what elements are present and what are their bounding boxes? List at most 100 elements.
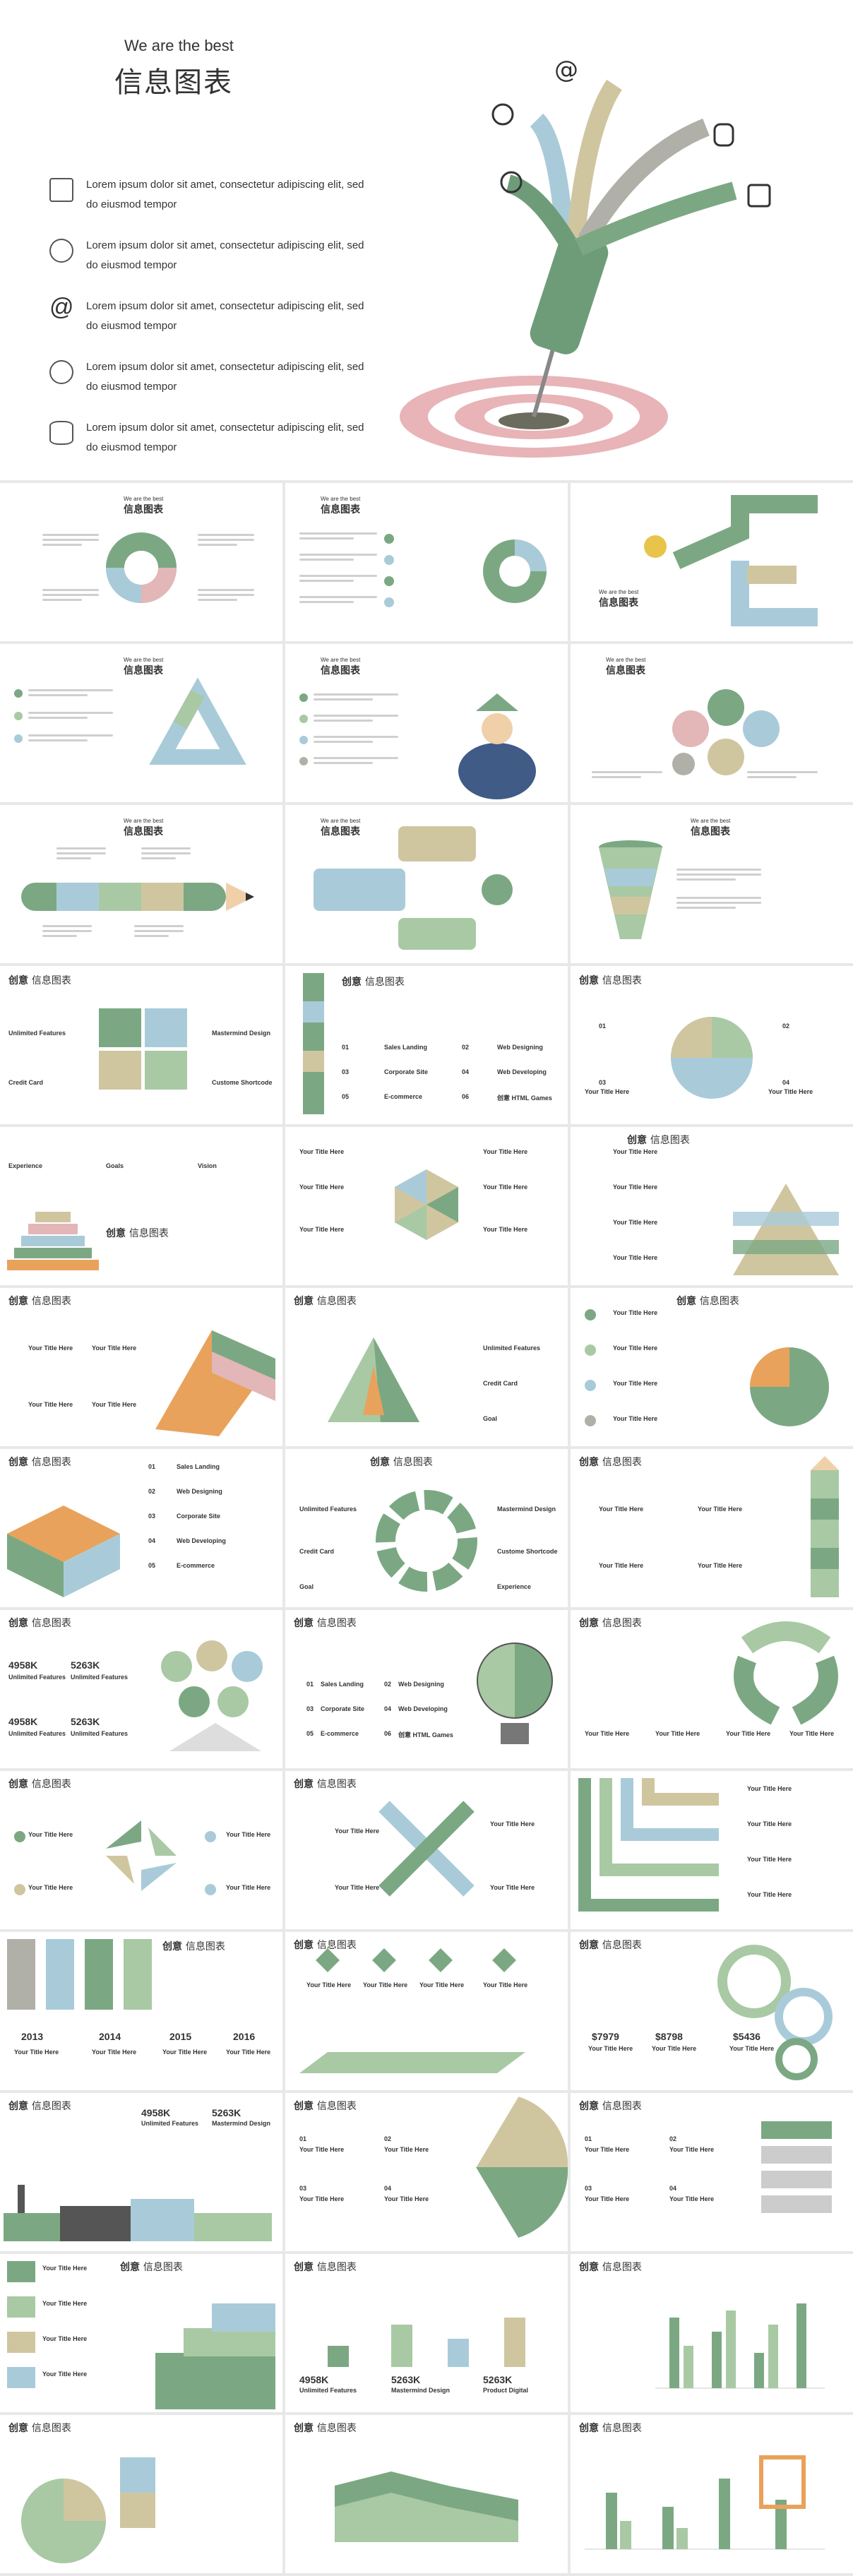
num: 01 (148, 1463, 156, 1470)
bullet-dot (384, 576, 394, 586)
slide-thumb-7[interactable]: We are the best 信息图表 (0, 805, 282, 963)
slide-thumb-10[interactable]: 创意 信息图表 Unlimited Features Mastermind Desi… (0, 966, 282, 1124)
num: 01 (306, 1681, 314, 1688)
slide-title: 信息图表 (602, 2262, 642, 2273)
slide-thumb-20[interactable]: 创意 信息图表 Unlimited Features Mastermind Desi… (285, 1449, 568, 1607)
slide-thumb-22[interactable]: 创意 信息图表 4958K Unlimited Features 5263K Unlim… (0, 1610, 282, 1768)
slide-thumb-15[interactable]: 创意 信息图表 Your Title Here Your Title Here You… (571, 1127, 853, 1285)
slide-thumb-21[interactable]: 创意 信息图表 Your Title Here Your Title Here You… (571, 1449, 853, 1607)
slide-title-bold: 创意 (294, 2101, 317, 2112)
slide-thumb-33[interactable]: 创意 信息图表 01 Your Title Here 02 Your Title Her… (571, 2093, 853, 2251)
slide-title: 信息图表 (31, 975, 71, 986)
svg-text:@: @ (554, 56, 578, 84)
slide-thumb-14[interactable]: Your Title Here Your Title Here Your Title… (285, 1127, 568, 1285)
slide-thumb-39[interactable]: 创意 信息图表 (571, 2415, 853, 2573)
slide-thumb-28[interactable]: 创意 信息图表 2013 Your Title Here 2014 Your Title… (0, 1932, 282, 2090)
slide-thumb-30[interactable]: 创意 信息图表 $7979 Your Title Here $8798 Your Tit… (571, 1932, 853, 2090)
slide-thumb-19[interactable]: 创意 信息图表 01 Sales Landing 02 Web Designing 03 C… (0, 1449, 282, 1607)
slide-title: 信息图表 (393, 1457, 433, 1468)
slide-subtitle: We are the best (606, 657, 646, 663)
slide-thumb-12[interactable]: 创意 信息图表 01 02 03 04 Your Title Here Your Title… (571, 966, 853, 1124)
slide-thumb-32[interactable]: 创意 信息图表 01 Your Title Here 02 Your Title Her… (285, 2093, 568, 2251)
slide-thumb-31[interactable]: 创意 信息图表 4958K Unlimited Features 5263K Maste… (0, 2093, 282, 2251)
slide-thumb-36[interactable]: 创意 信息图表 (571, 2254, 853, 2412)
slide-title: 信息图表 (316, 2262, 357, 2273)
slide-title: 信息图表 (364, 977, 405, 988)
recycle-triangle (149, 677, 246, 765)
label-title: Your Title Here (613, 1309, 658, 1316)
slide-title: 信息图表 (129, 1228, 169, 1239)
label-title: Your Title Here (588, 2045, 633, 2052)
placeholder-text-line (676, 878, 736, 881)
placeholder-text-line (676, 873, 761, 876)
slide-subtitle: We are the best (124, 818, 164, 824)
slide-thumb-27[interactable]: Your Title Here Your Title Here Your Title… (571, 1771, 853, 1929)
slide-thumb-5[interactable]: We are the best 信息图表 (285, 644, 568, 802)
slide-subtitle: We are the best (691, 818, 731, 824)
staircase (155, 2303, 275, 2409)
slide-thumb-13[interactable]: Experience Goals Vision 创意 信息图表 (0, 1127, 282, 1285)
label-item: 创意 HTML Games (398, 1731, 453, 1739)
pencil-column (811, 1456, 839, 1597)
slide-header: 创意 信息图表 (579, 2099, 642, 2113)
placeholder-text-line (198, 539, 254, 541)
slide-thumb-37[interactable]: 创意 信息图表 (0, 2415, 282, 2573)
bar-tube (328, 2346, 349, 2367)
slide-thumb-2[interactable]: We are the best 信息图表 (285, 483, 568, 641)
slide-thumb-38[interactable]: 创意 信息图表 (285, 2415, 568, 2573)
slide-subtitle: We are the best (124, 496, 164, 502)
slide-title: 信息图表 (602, 1940, 642, 1951)
slide-thumb-4[interactable]: We are the best 信息图表 (0, 644, 282, 802)
label-ecommerce: E-commerce (384, 1093, 423, 1100)
slide-thumb-9[interactable]: We are the best 信息图表 (571, 805, 853, 963)
label-title: Your Title Here (613, 1219, 658, 1226)
slide-thumb-1[interactable]: We are the best 信息图表 (0, 483, 282, 641)
label-sales: Sales Landing (384, 1044, 428, 1051)
at-icon: @ (49, 294, 74, 321)
label-custom: Custome Shortcode (212, 1079, 273, 1086)
slide-thumb-16[interactable]: 创意 信息图表 Your Title Here Your Title Here You… (0, 1288, 282, 1446)
label-title: Your Title Here (789, 1730, 835, 1737)
label-title: Your Title Here (42, 2371, 88, 2378)
label-credit: Credit Card (299, 1548, 335, 1555)
label-title: Your Title Here (92, 2049, 137, 2056)
slide-title-bold: 创意 (8, 975, 32, 986)
placeholder-text-line (299, 575, 377, 577)
year: 2014 (99, 2031, 121, 2042)
slide-thumb-29[interactable]: 创意 信息图表 Your Title Here Your Title Here You… (285, 1932, 568, 2090)
slide-thumb-34[interactable]: 创意 信息图表 Your Title Here Your Title Here You… (0, 2254, 282, 2412)
bullet-dot (205, 1831, 216, 1842)
slide-thumb-26[interactable]: 创意 信息图表 Your Title Here Your Title Here You… (285, 1771, 568, 1929)
slide-thumb-6[interactable]: We are the best 信息图表 (571, 644, 853, 802)
slide-thumb-35[interactable]: 创意 信息图表 4958K Unlimited Features 5263K Maste… (285, 2254, 568, 2412)
num-01: 01 (342, 1044, 350, 1051)
label-item: Sales Landing (321, 1681, 364, 1688)
stacked-bar-thumb (120, 2457, 155, 2528)
pie-thumb (21, 2479, 106, 2563)
hero-item-1: Lorem ipsum dolor sit amet, consectetur … (49, 175, 364, 217)
price: $8798 (655, 2031, 683, 2042)
placeholder-text-line (299, 601, 354, 603)
label-mastermind: Mastermind Design (497, 1505, 556, 1513)
slide-thumb-24[interactable]: 创意 信息图表 Your Title Here Your Title Here You… (571, 1610, 853, 1768)
pinwheel-arrows (106, 1820, 177, 1891)
puzzle-column (303, 973, 324, 1114)
label-title: Your Title Here (698, 1562, 743, 1569)
slide-thumb-23[interactable]: 创意 信息图表 01 Sales Landing 02 Web Designing 03 C… (285, 1610, 568, 1768)
slide-title: 信息图表 (31, 2101, 71, 2112)
slide-thumb-11[interactable]: 创意 信息图表 01 Sales Landing 02 Web Designing 03 C… (285, 966, 568, 1124)
num: 02 (384, 2135, 392, 2142)
placeholder-text-line (198, 589, 254, 591)
slide-thumb-25[interactable]: 创意 信息图表 Your Title Here Your Title Here You… (0, 1771, 282, 1929)
slide-thumb-3[interactable]: We are the best 信息图表 (571, 483, 853, 641)
bullet-dot (585, 1309, 596, 1320)
label-item: Corporate Site (177, 1513, 221, 1520)
label-title: Your Title Here (42, 2300, 88, 2307)
price: $7979 (592, 2031, 619, 2042)
slide-thumb-17[interactable]: 创意 信息图表 Unlimited Features Credit Card Goal (285, 1288, 568, 1446)
slide-title: 信息图表 (699, 1296, 739, 1307)
cycle-arrows (734, 1621, 838, 1725)
slide-thumb-18[interactable]: 创意 信息图表 Your Title Here Your Title Here You… (571, 1288, 853, 1446)
slide-thumb-8[interactable]: We are the best 信息图表 (285, 805, 568, 963)
slide-header: We are the best 信息图表 (124, 657, 163, 677)
